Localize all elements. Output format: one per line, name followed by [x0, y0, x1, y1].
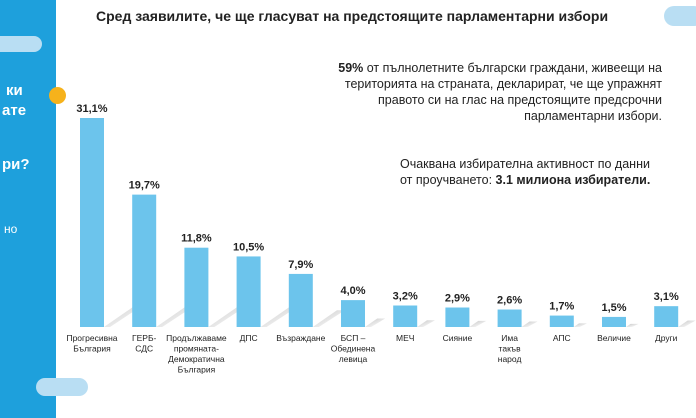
accent-dot	[49, 87, 66, 104]
turnout-text: Очаквана избирателна активност по данни …	[400, 157, 650, 187]
bar	[288, 273, 313, 327]
category-label-line: МЕЧ	[396, 333, 414, 343]
category-label-line: промяната-	[174, 344, 219, 354]
bar	[80, 118, 104, 327]
category-label: Прогресивна България	[66, 333, 117, 354]
page-title: Сред заявилите, че ще гласуват на предст…	[96, 8, 609, 24]
value-label: 10,5%	[233, 241, 264, 253]
bar	[654, 306, 679, 327]
value-label: 31,1%	[76, 103, 107, 115]
category-label-line: Обединена	[331, 344, 376, 354]
participation-note: 59% от пълнолетните български граждани, …	[300, 60, 662, 124]
category-label-line: България	[73, 344, 111, 354]
category-label-line: ДПС	[240, 333, 258, 343]
bar	[393, 305, 418, 327]
category-label: МЕЧ	[396, 333, 414, 343]
bar-shadow	[573, 323, 587, 327]
turnout-highlight: 3.1 милиона избиратели.	[495, 173, 651, 187]
sidebar-pill-bottom	[36, 378, 88, 396]
value-label: 1,5%	[601, 302, 626, 314]
bar-shadow	[417, 320, 435, 327]
category-label-line: народ	[498, 354, 522, 364]
bar	[549, 315, 574, 327]
bar-shadow	[312, 310, 345, 327]
bar-shadow	[365, 318, 386, 327]
category-label-line: Величие	[597, 333, 631, 343]
category-label-line: Възраждане	[276, 333, 325, 343]
category-label-line: такъв	[499, 344, 522, 354]
value-label: 2,9%	[445, 293, 470, 305]
category-label: ГЕРБ-СДС	[132, 333, 157, 354]
value-label: 7,9%	[288, 259, 313, 271]
value-label: 19,7%	[129, 180, 160, 192]
participation-percent: 59%	[338, 61, 364, 75]
participation-text: от пълнолетните български граждани, живе…	[344, 61, 662, 123]
decorative-pill	[664, 6, 696, 26]
value-labels: 31,1% 19,7% 11,8% 10,5% 7,9% 4,0% 3,2% 2,9% 2,6%…	[76, 103, 679, 314]
category-label-line: България	[178, 365, 216, 375]
category-label-line: ГЕРБ-	[132, 333, 157, 343]
category-label: АПС	[553, 333, 571, 343]
category-label-line: СДС	[135, 344, 153, 354]
value-label: 3,2%	[393, 290, 418, 302]
category-label: Възраждане	[276, 333, 325, 343]
value-label: 1,7%	[549, 301, 574, 313]
bar	[341, 300, 365, 327]
bar	[132, 194, 157, 327]
sidebar-fragment-4: но	[4, 222, 18, 236]
category-label: БСП – Обединена левица	[331, 333, 376, 364]
bar	[236, 256, 261, 327]
bar	[602, 316, 626, 327]
category-label: ДПС	[240, 333, 258, 343]
bar	[445, 307, 470, 327]
category-label: Други	[655, 333, 678, 343]
category-label-line: Продължаваме	[166, 333, 227, 343]
category-label: Сияние	[443, 333, 473, 343]
category-label-line: Други	[655, 333, 678, 343]
sidebar-fragment-3: ри?	[2, 156, 30, 173]
sidebar-fragment-1: ки	[6, 82, 23, 99]
category-label-line: Демократична	[168, 354, 225, 364]
bar-shadow	[678, 320, 696, 327]
category-label-line: Прогресивна	[66, 333, 117, 343]
category-label: Величие	[597, 333, 631, 343]
category-label-line: АПС	[553, 333, 571, 343]
sidebar-fragment-2: ате	[2, 102, 27, 119]
turnout-note: Очаквана избирателна активност по данни …	[400, 156, 662, 188]
bar-shadow	[626, 323, 639, 327]
bar-shadow	[521, 321, 538, 327]
bar	[184, 247, 209, 327]
bar	[497, 309, 522, 327]
sidebar-pill-top	[0, 36, 42, 52]
bar-shadow	[469, 320, 487, 327]
category-label-line: левица	[339, 354, 368, 364]
sidebar: ки ате ри? но	[0, 0, 88, 418]
category-label: Има такъв народ	[498, 333, 522, 364]
value-label: 11,8%	[181, 233, 212, 245]
value-label: 4,0%	[340, 285, 365, 297]
category-label-line: Сияние	[443, 333, 473, 343]
category-label-line: БСП –	[341, 333, 366, 343]
category-label: Продължаваме промяната-Демократична Българ…	[166, 333, 227, 375]
category-label-line: Има	[501, 333, 518, 343]
value-label: 3,1%	[654, 291, 679, 303]
bars	[80, 118, 679, 327]
value-label: 2,6%	[497, 295, 522, 307]
